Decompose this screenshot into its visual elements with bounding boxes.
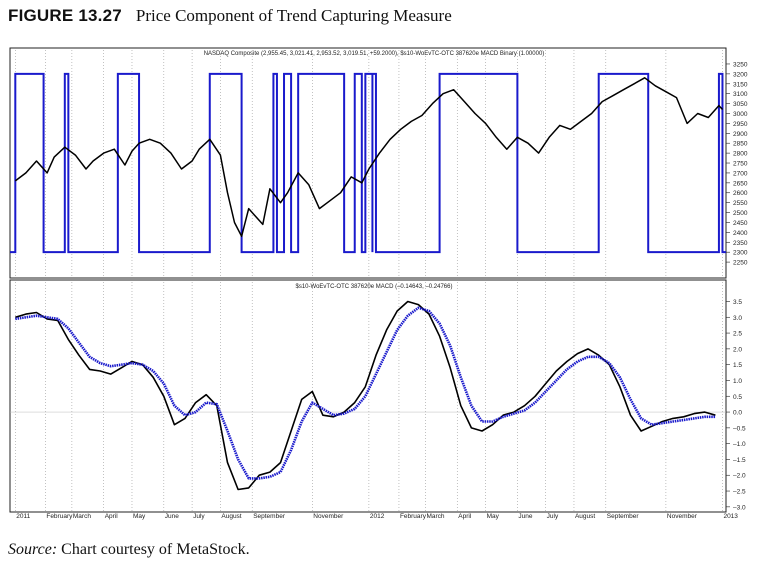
macd-y-tick-label: 3.5	[733, 299, 742, 306]
figure-caption: Price Component of Trend Capturing Measu…	[135, 6, 452, 25]
chart-area: NASDAQ Composite (2,955.45, 3,021.41, 2,…	[0, 40, 768, 530]
macd-line	[15, 300, 716, 491]
price-y-tick-label: 2600	[733, 190, 748, 197]
price-y-tick-label: 2750	[733, 161, 748, 168]
x-tick-label: April	[458, 513, 472, 520]
macd-series	[15, 300, 716, 491]
price-y-tick-label: 3000	[733, 111, 748, 118]
price-y-tick-label: 2550	[733, 200, 748, 207]
x-tick-label: 2012	[370, 513, 385, 520]
x-tick-label: 2013	[723, 513, 738, 520]
macd-signal-line	[15, 306, 716, 480]
macd-y-tick-label: –0.5	[733, 425, 746, 432]
price-y-tick-label: 2850	[733, 141, 748, 148]
macd-y-tick-label: –2.5	[733, 489, 746, 496]
price-y-tick-label: 2650	[733, 180, 748, 187]
price-y-tick-label: 2450	[733, 220, 748, 227]
price-y-tick-label: 2400	[733, 230, 748, 237]
x-tick-label: May	[487, 513, 500, 520]
price-y-tick-label: 3050	[733, 101, 748, 108]
price-y-tick-label: 3100	[733, 91, 748, 98]
x-tick-label: July	[547, 513, 559, 520]
macd-y-tick-label: –2.0	[733, 473, 746, 480]
macd-y-tick-label: 2.5	[733, 331, 742, 338]
x-axis: 2011 February March April May June July August S…	[16, 513, 738, 520]
macd-y-axis: 3.5 3.0 2.5 2.0 1.5 1.0 0.5 0.0 –0.5 –1.0 –1.5 –2.0…	[726, 299, 746, 511]
macd-y-tick-label: 1.5	[733, 362, 742, 369]
price-y-tick-label: 2350	[733, 240, 748, 247]
x-tick-label: June	[518, 513, 532, 520]
price-y-axis: 2250 2300 2350 2400 2450 2500 2550 2600 2650 2700…	[726, 61, 748, 267]
macd-binary-series	[10, 72, 726, 254]
x-tick-label: March	[73, 513, 91, 520]
price-y-tick-label: 3250	[733, 61, 748, 68]
x-tick-label: July	[193, 513, 205, 520]
x-tick-label: February	[46, 513, 73, 520]
x-tick-label: November	[667, 513, 698, 520]
x-tick-label: November	[313, 513, 344, 520]
price-y-tick-label: 2700	[733, 170, 748, 177]
macd-y-tick-label: 1.0	[733, 378, 742, 385]
macd-y-tick-label: 0.0	[733, 410, 742, 417]
macd-y-tick-label: –1.0	[733, 441, 746, 448]
price-y-tick-label: 2950	[733, 121, 748, 128]
x-tick-label: 2011	[16, 513, 30, 520]
x-tick-label: August	[221, 513, 241, 520]
price-panel-title: NASDAQ Composite (2,955.45, 3,021.41, 2,…	[204, 51, 545, 57]
price-y-tick-label: 2250	[733, 260, 748, 267]
macd-panel-frame	[9, 279, 727, 513]
macd-y-tick-label: 3.0	[733, 315, 742, 322]
price-y-tick-label: 2500	[733, 210, 748, 217]
macd-y-tick-label: 0.5	[733, 394, 742, 401]
price-y-tick-label: 2800	[733, 151, 748, 158]
source-note: Source: Chart courtesy of MetaStock.	[8, 541, 250, 559]
binary-step-line	[10, 72, 726, 254]
price-y-tick-label: 2300	[733, 250, 748, 257]
source-prefix: Source:	[8, 541, 58, 558]
x-tick-label: August	[575, 513, 595, 520]
macd-y-tick-label: –1.5	[733, 457, 746, 464]
x-tick-label: September	[607, 513, 640, 520]
chart-svg: NASDAQ Composite (2,955.45, 3,021.41, 2,…	[9, 47, 748, 520]
figure-title: FIGURE 13.27 Price Component of Trend Ca…	[8, 6, 452, 28]
price-y-tick-label: 2900	[733, 131, 748, 138]
x-tick-label: June	[165, 513, 179, 520]
price-y-tick-label: 3200	[733, 71, 748, 78]
figure-label: FIGURE 13.27	[8, 6, 122, 25]
source-text: Chart courtesy of MetaStock.	[61, 541, 250, 558]
macd-y-tick-label: 2.0	[733, 346, 742, 353]
x-tick-label: February	[400, 513, 427, 520]
nasdaq-price-series	[14, 77, 724, 238]
x-tick-label: March	[426, 513, 444, 520]
x-tick-label: May	[133, 513, 146, 520]
macd-panel-title: $s10-WoEvTC-OTC 387620e MACD (–0.14643, …	[296, 284, 453, 290]
x-tick-label: September	[253, 513, 286, 520]
x-tick-label: April	[105, 513, 119, 520]
macd-y-tick-label: –3.0	[733, 504, 746, 511]
price-line	[14, 77, 724, 238]
price-y-tick-label: 3150	[733, 81, 748, 88]
